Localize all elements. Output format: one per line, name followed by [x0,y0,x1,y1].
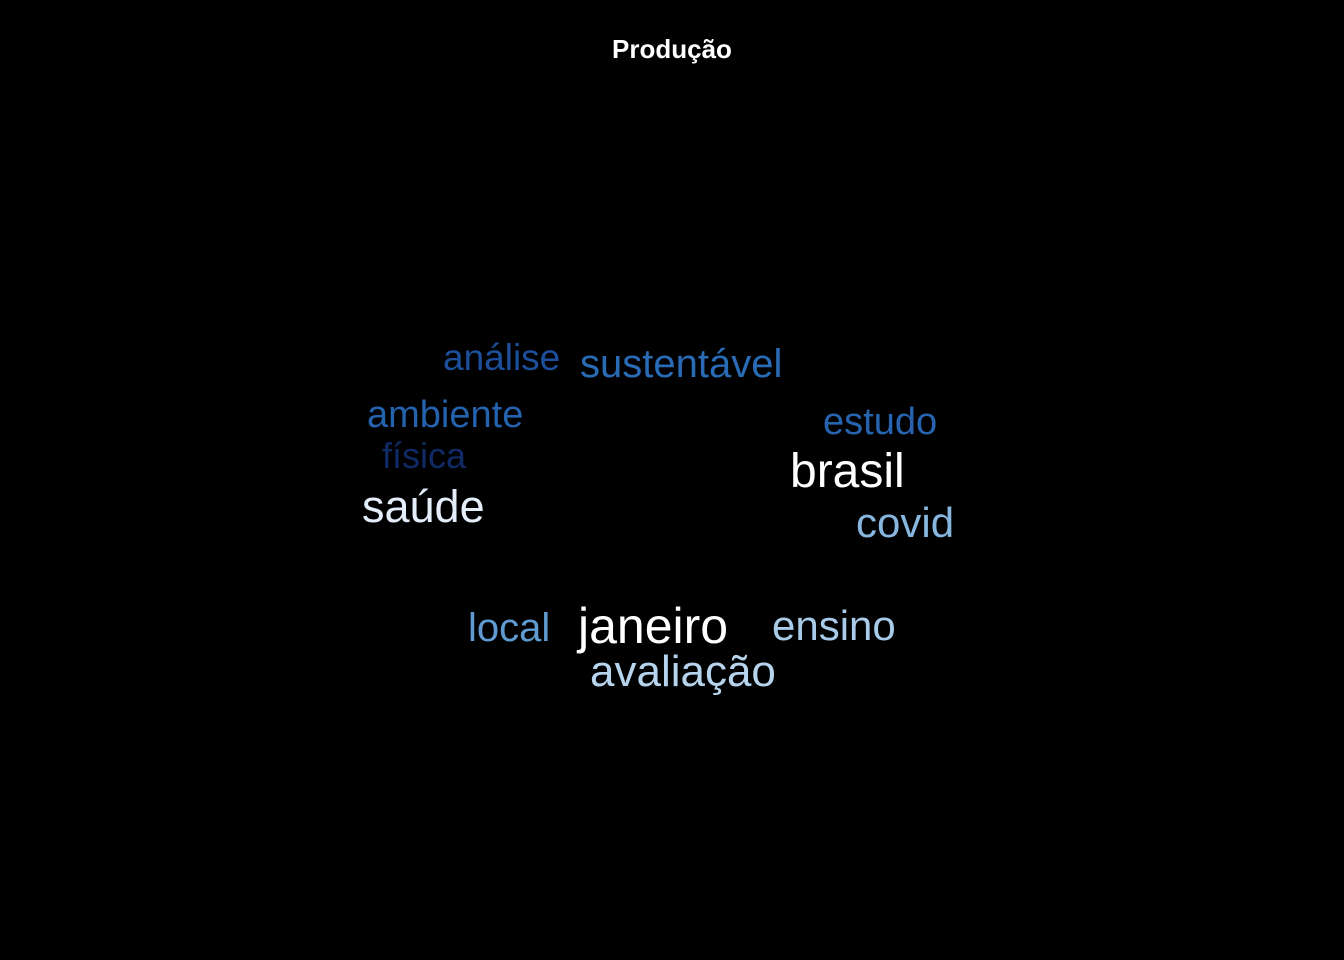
word-saude: saúde [362,481,485,532]
word-fisica: física [382,435,467,476]
word-ensino: ensino [772,602,896,649]
word-janeiro: janeiro [578,598,729,654]
page-title: Produção [612,34,732,64]
word-avaliacao: avaliação [590,647,776,696]
word-ambiente: ambiente [367,394,524,436]
word-analise: análise [443,337,561,378]
word-sustentavel: sustentável [580,342,783,386]
word-brasil: brasil [790,445,905,498]
word-estudo: estudo [823,401,938,443]
word-local: local [468,606,551,650]
word-covid: covid [856,499,955,546]
